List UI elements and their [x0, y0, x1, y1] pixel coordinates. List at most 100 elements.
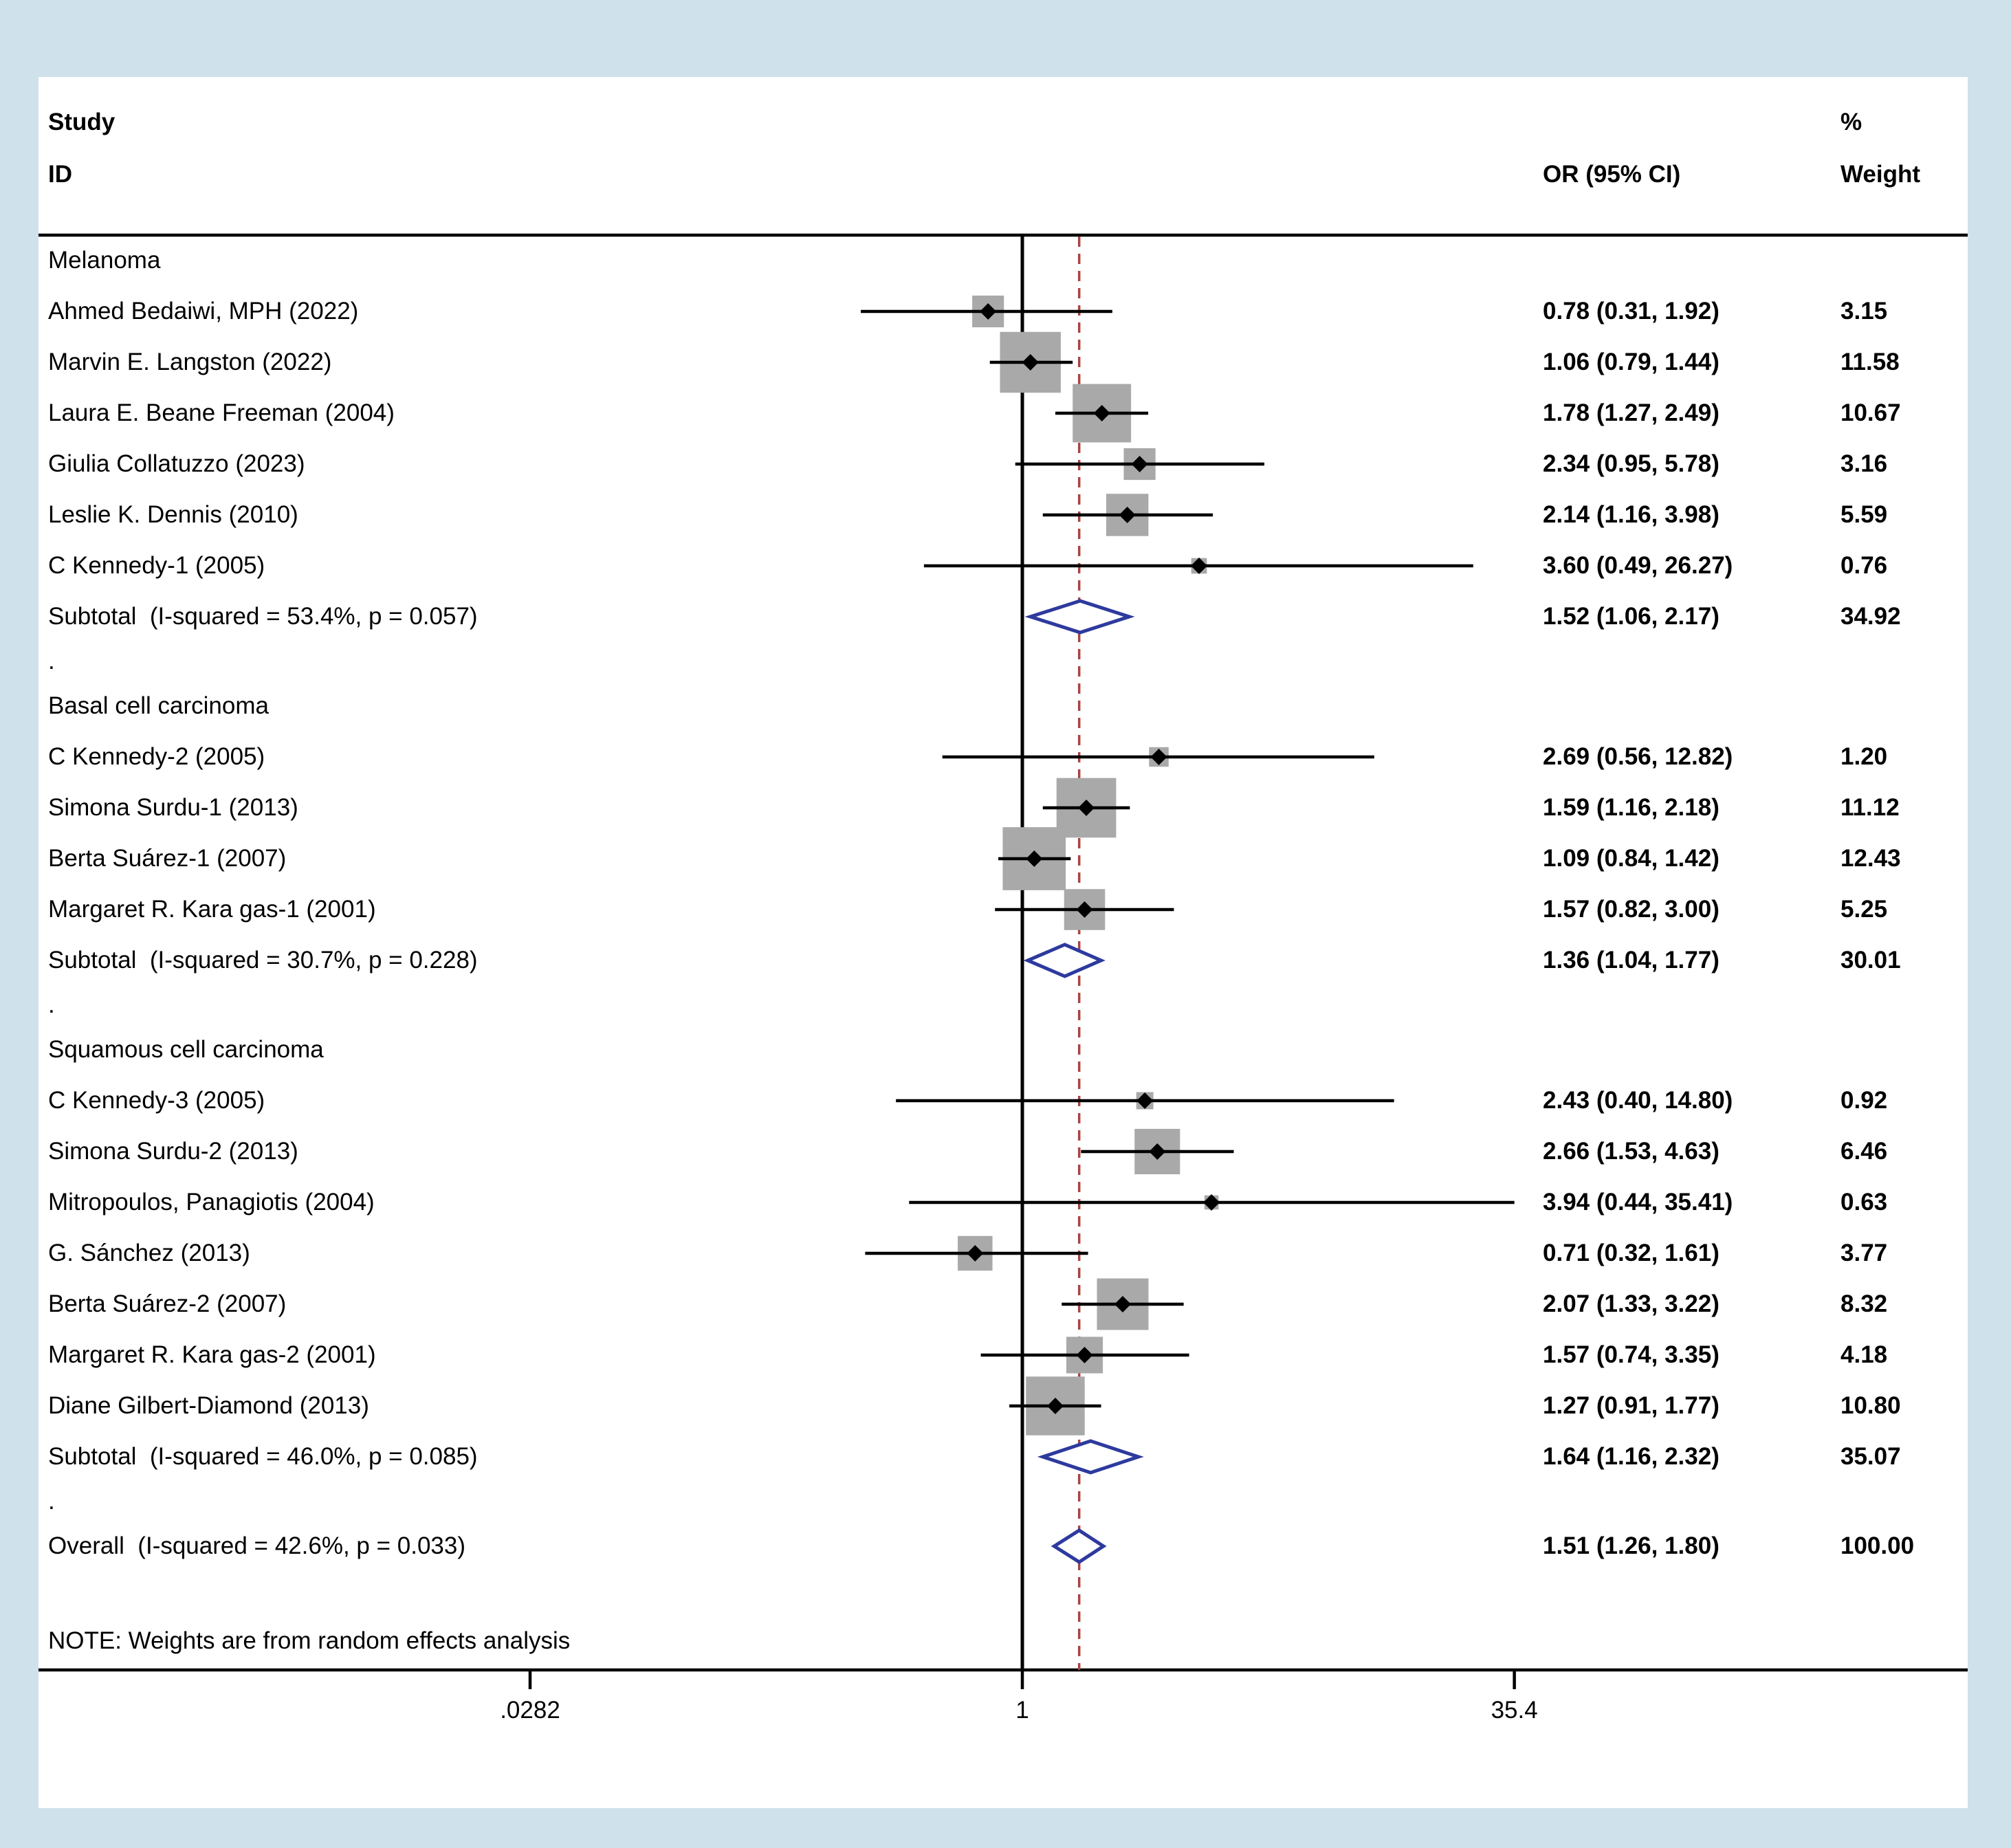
weight-value: 5.59: [1840, 501, 1888, 528]
group-name: Squamous cell carcinoma: [48, 1036, 324, 1063]
weight-value: 30.01: [1840, 947, 1901, 974]
weight-value: 34.92: [1840, 603, 1901, 630]
study-label: Laura E. Beane Freeman (2004): [48, 399, 395, 426]
separator-dot: .: [48, 991, 55, 1018]
point-marker: [1076, 901, 1093, 918]
study-label: C Kennedy-1 (2005): [48, 552, 265, 579]
weight-value: 11.12: [1840, 794, 1900, 821]
study-row: Giulia Collatuzzo (2023) 2.34 (0.95, 5.78…: [39, 439, 1968, 490]
study-label: C Kennedy-2 (2005): [48, 743, 265, 770]
weight-value: 10.80: [1840, 1392, 1901, 1419]
weight-value: 11.58: [1840, 349, 1900, 375]
study-row: Simona Surdu-2 (2013) 2.66 (1.53, 4.63) 6.…: [39, 1126, 1968, 1177]
or-ci-value: 1.78 (1.27, 2.49): [1543, 399, 1719, 426]
study-row: Diane Gilbert-Diamond (2013) 1.27 (0.91, …: [39, 1380, 1968, 1431]
study-row: Simona Surdu-1 (2013) 1.59 (1.16, 2.18) 11…: [39, 782, 1968, 833]
study-row: Margaret R. Kara gas-1 (2001) 1.57 (0.82,…: [39, 884, 1968, 935]
axis-tick-label: 35.4: [1491, 1697, 1538, 1724]
point-marker: [1093, 405, 1110, 421]
or-ci-value: 1.51 (1.26, 1.80): [1543, 1532, 1719, 1559]
weight-value: 8.32: [1840, 1290, 1888, 1317]
column-header-weight: Weight: [1840, 161, 1921, 188]
separator-dot: .: [48, 1488, 55, 1515]
point-marker: [1026, 850, 1043, 867]
or-ci-value: 1.57 (0.82, 3.00): [1543, 896, 1719, 923]
axis-tick-label: .0282: [500, 1697, 560, 1724]
point-marker: [1136, 1092, 1154, 1109]
or-ci-value: 2.66 (1.53, 4.63): [1543, 1138, 1719, 1165]
or-ci-value: 2.69 (0.56, 12.82): [1543, 743, 1733, 770]
separator-dot: .: [48, 648, 55, 674]
weight-value: 1.20: [1840, 743, 1888, 770]
column-header-percent: %: [1840, 109, 1862, 135]
study-label: Overall (I-squared = 42.6%, p = 0.033): [48, 1532, 465, 1559]
study-row: Laura E. Beane Freeman (2004) 1.78 (1.27,…: [39, 388, 1968, 439]
point-marker: [1076, 1347, 1093, 1363]
weight-value: 3.15: [1840, 298, 1888, 324]
study-label: Marvin E. Langston (2022): [48, 349, 332, 375]
group-header-row: Basal cell carcinoma: [39, 681, 1968, 732]
rows-container: Melanoma Ahmed Bedaiwi, MPH (2022) 0.78 (0…: [39, 235, 1968, 1670]
group-name: Melanoma: [48, 247, 161, 274]
study-row: C Kennedy-3 (2005) 2.43 (0.40, 14.80) 0.92: [39, 1075, 1968, 1126]
study-row: Marvin E. Langston (2022) 1.06 (0.79, 1.4…: [39, 337, 1968, 388]
study-label: G. Sánchez (2013): [48, 1240, 250, 1266]
point-marker: [1046, 1398, 1064, 1414]
or-ci-value: 1.09 (0.84, 1.42): [1543, 845, 1719, 872]
overall-diamond: [1051, 1528, 1107, 1564]
point-marker: [1022, 354, 1039, 371]
study-row: Ahmed Bedaiwi, MPH (2022) 0.78 (0.31, 1.9…: [39, 286, 1968, 337]
group-header-row: Melanoma: [39, 235, 1968, 286]
study-label: Giulia Collatuzzo (2023): [48, 450, 305, 477]
study-label: Simona Surdu-1 (2013): [48, 794, 298, 821]
or-ci-value: 2.34 (0.95, 5.78): [1543, 450, 1719, 477]
point-marker: [980, 303, 997, 320]
point-marker: [1150, 749, 1167, 765]
study-row: Berta Suárez-1 (2007) 1.09 (0.84, 1.42) 12…: [39, 833, 1968, 884]
note-row: NOTE: Weights are from random effects an…: [39, 1572, 1968, 1670]
study-label: Mitropoulos, Panagiotis (2004): [48, 1189, 375, 1216]
subtotal-row: Subtotal (I-squared = 46.0%, p = 0.085) 1…: [39, 1431, 1968, 1482]
or-ci-value: 1.57 (0.74, 3.35): [1543, 1341, 1719, 1368]
study-row: C Kennedy-1 (2005) 3.60 (0.49, 26.27) 0.76: [39, 540, 1968, 591]
weight-value: 0.92: [1840, 1087, 1888, 1114]
weight-value: 6.46: [1840, 1138, 1888, 1165]
weight-value: 12.43: [1840, 845, 1901, 872]
point-marker: [1114, 1296, 1131, 1312]
column-header-study: Study: [48, 109, 116, 135]
study-label: C Kennedy-3 (2005): [48, 1087, 265, 1114]
point-marker: [1078, 800, 1095, 816]
study-label: Margaret R. Kara gas-2 (2001): [48, 1341, 376, 1368]
study-label: Diane Gilbert-Diamond (2013): [48, 1392, 369, 1419]
study-row: Mitropoulos, Panagiotis (2004) 3.94 (0.44…: [39, 1177, 1968, 1228]
or-ci-value: 2.07 (1.33, 3.22): [1543, 1290, 1719, 1317]
study-label: Subtotal (I-squared = 53.4%, p = 0.057): [48, 603, 478, 630]
or-ci-value: 1.52 (1.06, 2.17): [1543, 603, 1719, 630]
weight-value: 4.18: [1840, 1341, 1888, 1368]
group-name: Basal cell carcinoma: [48, 692, 269, 719]
note-text: NOTE: Weights are from random effects an…: [48, 1627, 571, 1654]
weight-value: 35.07: [1840, 1443, 1901, 1470]
or-ci-value: 2.43 (0.40, 14.80): [1543, 1087, 1733, 1114]
point-marker: [1203, 1194, 1220, 1211]
study-label: Leslie K. Dennis (2010): [48, 501, 298, 528]
study-row: Leslie K. Dennis (2010) 2.14 (1.16, 3.98)…: [39, 490, 1968, 540]
study-label: Margaret R. Kara gas-1 (2001): [48, 896, 376, 923]
separator-row: .: [39, 1482, 1968, 1521]
study-label: Berta Suárez-2 (2007): [48, 1290, 287, 1317]
study-row: G. Sánchez (2013) 0.71 (0.32, 1.61) 3.77: [39, 1228, 1968, 1279]
or-ci-value: 2.14 (1.16, 3.98): [1543, 501, 1719, 528]
subtotal-row: Subtotal (I-squared = 30.7%, p = 0.228) 1…: [39, 935, 1968, 986]
or-ci-value: 1.36 (1.04, 1.77): [1543, 947, 1719, 974]
study-label: Simona Surdu-2 (2013): [48, 1138, 298, 1165]
axis-tick-label: 1: [1015, 1697, 1029, 1724]
study-row: C Kennedy-2 (2005) 2.69 (0.56, 12.82) 1.20: [39, 732, 1968, 782]
or-ci-value: 3.94 (0.44, 35.41): [1543, 1189, 1733, 1216]
group-header-row: Squamous cell carcinoma: [39, 1024, 1968, 1075]
weight-value: 10.67: [1840, 399, 1901, 426]
or-ci-value: 0.78 (0.31, 1.92): [1543, 298, 1719, 324]
study-row: Margaret R. Kara gas-2 (2001) 1.57 (0.74,…: [39, 1330, 1968, 1380]
weight-value: 0.76: [1840, 552, 1888, 579]
study-label: Subtotal (I-squared = 30.7%, p = 0.228): [48, 947, 478, 974]
point-marker: [1131, 456, 1148, 472]
